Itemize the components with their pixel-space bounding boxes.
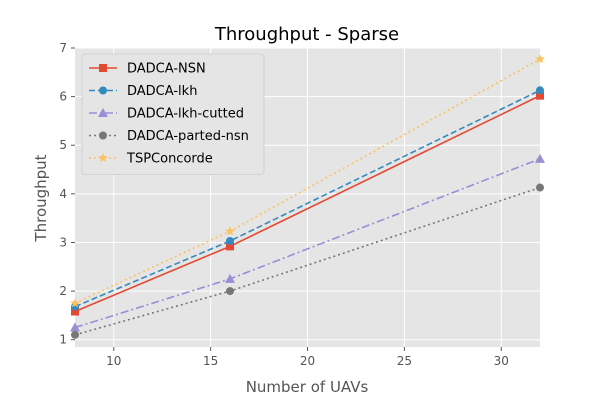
x-tick-label: 15 (203, 354, 218, 368)
y-axis-title: Throughput (32, 154, 50, 242)
data-point (226, 242, 234, 251)
series-2 (70, 153, 545, 332)
legend-swatch-marker (98, 153, 108, 163)
legend-item: DADCA-NSN (89, 62, 206, 77)
legend-item: TSPConcorde (89, 152, 213, 167)
legend: DADCA-NSN DADCA-lkh DADCA-lkh-cutted DADCA-… (81, 53, 265, 175)
series-4 (70, 54, 545, 308)
series-layer (70, 54, 545, 339)
data-point (225, 226, 235, 236)
x-tick-label: 10 (106, 354, 121, 368)
data-point (71, 330, 79, 339)
data-point (536, 91, 544, 100)
y-tick-label: 4 (59, 187, 67, 201)
data-point (70, 298, 80, 308)
legend-swatch-marker (98, 108, 108, 117)
data-point (536, 183, 544, 192)
data-point (70, 322, 80, 332)
legend-swatch-marker (99, 131, 107, 140)
y-tick-label: 6 (59, 90, 67, 104)
legend-item: DADCA-lkh (89, 84, 197, 99)
legend-item: DADCA-parted-nsn (89, 129, 249, 144)
y-tick-label: 5 (59, 138, 67, 152)
x-tick-label: 25 (397, 354, 412, 368)
series-0 (71, 91, 544, 316)
legend-swatch-marker (99, 64, 107, 72)
data-point (226, 287, 234, 296)
y-tick-label: 2 (59, 284, 67, 298)
legend-item: DADCA-lkh-cutted (89, 107, 244, 122)
legend-box (81, 53, 265, 175)
data-point (225, 273, 235, 283)
y-tick-label: 1 (59, 333, 67, 347)
legend-label: DADCA-NSN (127, 62, 206, 77)
grid (75, 47, 540, 347)
chart-title: Throughput - Sparse (214, 24, 399, 45)
x-tick-label: 30 (494, 354, 509, 368)
x-tick-label: 20 (300, 354, 315, 368)
data-point (535, 54, 545, 64)
legend-label: DADCA-lkh-cutted (127, 107, 244, 122)
axis-ticks: 10 15 20 25 30 1 2 3 4 5 6 7 (59, 41, 509, 368)
x-axis-title: Number of UAVs (246, 378, 369, 396)
series-line (74, 89, 541, 308)
legend-label: DADCA-parted-nsn (127, 129, 249, 144)
legend-label: DADCA-lkh (127, 84, 197, 99)
y-tick-label: 7 (59, 41, 67, 55)
data-point (71, 307, 79, 316)
data-point (536, 86, 544, 95)
series-3 (71, 183, 544, 339)
data-point (535, 153, 545, 163)
data-point (226, 237, 234, 246)
legend-swatch-marker (99, 86, 107, 95)
legend-label: TSPConcorde (126, 152, 213, 167)
y-tick-label: 3 (59, 235, 67, 249)
